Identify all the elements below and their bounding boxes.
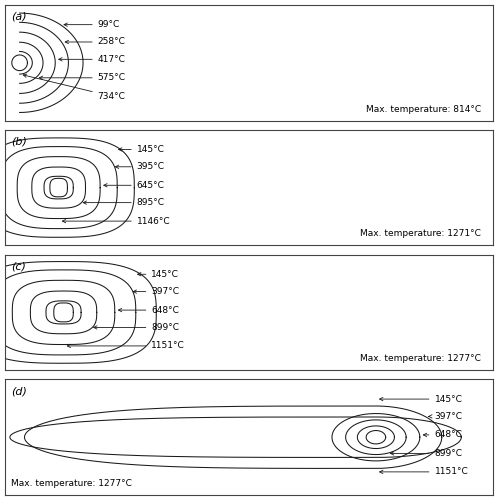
Text: 734°C: 734°C xyxy=(23,74,125,101)
Text: 397°C: 397°C xyxy=(133,287,179,296)
Text: (d): (d) xyxy=(11,386,27,396)
Text: 145°C: 145°C xyxy=(137,270,179,279)
Text: (c): (c) xyxy=(11,262,26,272)
Text: 648°C: 648°C xyxy=(423,430,462,440)
Text: 1151°C: 1151°C xyxy=(67,342,185,350)
Text: 575°C: 575°C xyxy=(39,74,125,82)
Text: 645°C: 645°C xyxy=(104,181,165,190)
Text: 648°C: 648°C xyxy=(119,306,179,314)
Text: 395°C: 395°C xyxy=(116,162,165,172)
Text: (a): (a) xyxy=(11,12,26,22)
Text: 258°C: 258°C xyxy=(65,38,125,46)
Text: 899°C: 899°C xyxy=(390,449,463,458)
Text: Max. temperature: 1277°C: Max. temperature: 1277°C xyxy=(11,479,131,488)
Text: 99°C: 99°C xyxy=(64,20,120,29)
Text: 397°C: 397°C xyxy=(429,412,463,421)
Text: Max. temperature: 1277°C: Max. temperature: 1277°C xyxy=(360,354,481,364)
Text: 1151°C: 1151°C xyxy=(379,468,468,476)
Text: Max. temperature: 1271°C: Max. temperature: 1271°C xyxy=(360,230,481,238)
Text: (b): (b) xyxy=(11,136,27,146)
Text: Max. temperature: 814°C: Max. temperature: 814°C xyxy=(366,104,481,114)
Text: 145°C: 145°C xyxy=(379,394,462,404)
Text: 1146°C: 1146°C xyxy=(62,216,170,226)
Text: 895°C: 895°C xyxy=(83,198,165,207)
Text: 417°C: 417°C xyxy=(59,55,125,64)
Text: 899°C: 899°C xyxy=(94,323,179,332)
Text: 145°C: 145°C xyxy=(119,145,165,154)
